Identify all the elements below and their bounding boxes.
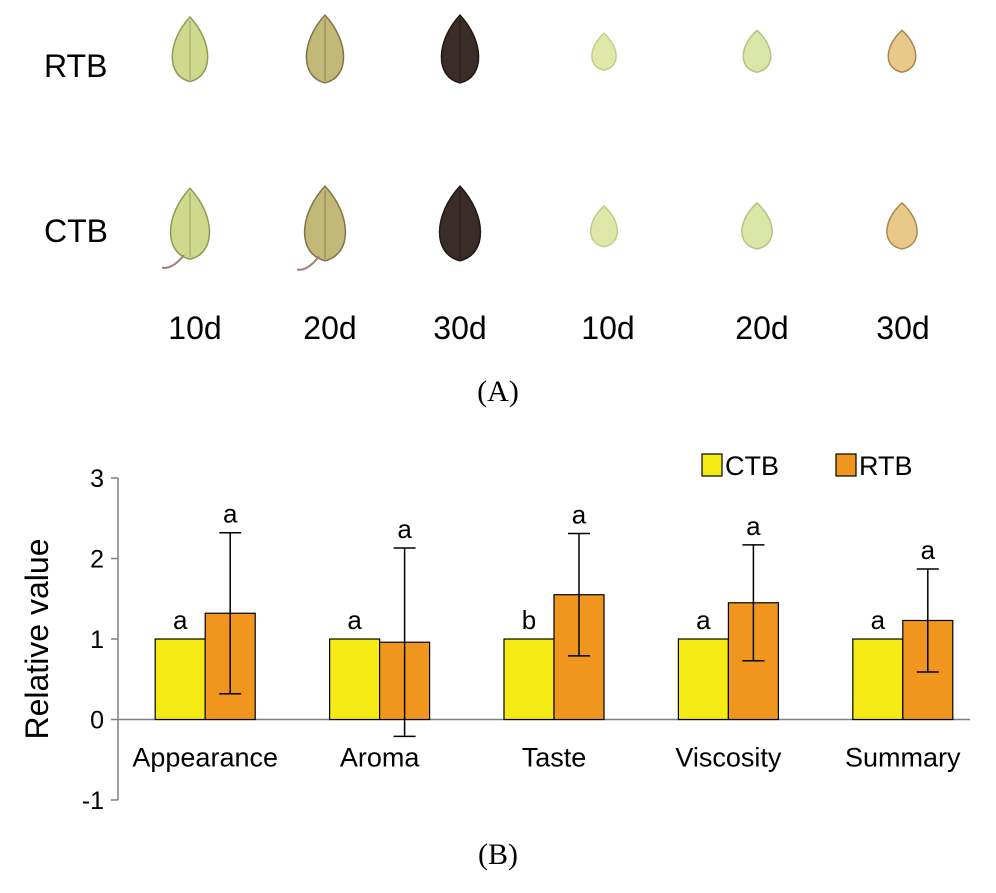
day-label-husk-20d: 20d [303, 310, 357, 346]
panel-b-label: (B) [478, 838, 518, 871]
day-label-kernel-20d: 20d [735, 310, 789, 346]
bar-ctb-viscosity [677, 638, 730, 721]
grain-ctb-10d-awn [161, 254, 185, 269]
category-label-aroma: Aroma [340, 743, 421, 773]
y-tick-label: 3 [90, 465, 104, 493]
sig-label-ctb-viscosity: a [696, 605, 711, 635]
sig-label-rtb-summary: a [921, 535, 936, 565]
sig-label-ctb-aroma: a [347, 605, 362, 635]
grain-rtb-kernel-30d [887, 29, 917, 74]
bar-ctb-taste [503, 638, 555, 721]
sig-label-ctb-appearance: a [173, 605, 188, 635]
y-tick-label: 0 [90, 707, 104, 735]
legend-label-rtb: RTB [859, 451, 913, 481]
y-tick-label: -1 [82, 787, 104, 815]
day-label-kernel-10d: 10d [581, 310, 635, 346]
grain-rtb-kernel-10d [591, 32, 617, 71]
sig-label-ctb-taste: b [522, 605, 536, 635]
sig-label-rtb-taste: a [572, 500, 587, 530]
category-label-taste: Taste [522, 743, 587, 773]
grain-rtb-kernel-20d [742, 29, 772, 74]
bar-ctb-summary [852, 638, 904, 721]
legend-swatch-rtb [835, 453, 857, 477]
grain-photo-grid [161, 13, 918, 271]
legend-swatch-ctb [701, 453, 723, 477]
day-label-husk-10d: 10d [168, 310, 222, 346]
category-label-summary: Summary [845, 743, 961, 773]
panel-a-label: (A) [477, 375, 519, 408]
day-label-husk-30d: 30d [433, 310, 487, 346]
legend-label-ctb: CTB [725, 451, 779, 481]
relative-value-bar-chart: -1 0 1 2 3 Relative value a a Appearance a a Aroma b… [19, 451, 970, 815]
sig-label-rtb-appearance: a [223, 499, 238, 529]
row-label-ctb: CTB [44, 213, 108, 249]
grain-ctb-kernel-10d [589, 205, 619, 248]
day-label-kernel-30d: 30d [876, 310, 930, 346]
panel-a-photo-grid: RTB CTB 10d 20d 30d 10d 20d 30d (A) [0, 0, 996, 420]
y-axis-title: Relative value [19, 539, 55, 740]
category-label-appearance: Appearance [132, 743, 278, 773]
y-tick-label: 1 [90, 626, 104, 654]
y-tick-label: 2 [90, 546, 104, 574]
row-label-rtb: RTB [44, 48, 108, 84]
grain-ctb-kernel-20d [741, 201, 773, 250]
grain-ctb-20d-awn [296, 255, 320, 271]
grain-ctb-kernel-30d [886, 201, 918, 250]
bar-ctb-aroma [329, 638, 381, 721]
sig-label-ctb-summary: a [871, 605, 886, 635]
sig-label-rtb-viscosity: a [746, 511, 761, 541]
bar-ctb-appearance [154, 638, 206, 721]
category-label-viscosity: Viscosity [675, 743, 782, 773]
sig-label-rtb-aroma: a [397, 514, 412, 544]
